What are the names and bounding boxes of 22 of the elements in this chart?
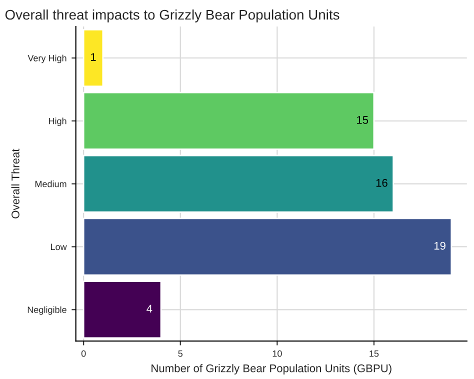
bar xyxy=(82,92,375,150)
data-label: 19 xyxy=(434,242,446,250)
bar xyxy=(82,218,452,276)
data-label: 16 xyxy=(376,178,388,187)
y-tick-label: High xyxy=(48,118,66,126)
y-axis-title: Overall Threat xyxy=(11,148,20,218)
y-tick-label: Very High xyxy=(28,54,66,64)
x-tick-label: 10 xyxy=(272,350,282,357)
data-label: 4 xyxy=(146,304,152,313)
x-tick-label: 0 xyxy=(81,350,86,357)
bar xyxy=(82,28,104,87)
chart-title: Overall threat impacts to Grizzly Bear Population Units xyxy=(5,9,340,22)
bar xyxy=(82,154,394,213)
x-axis-title: Number of Grizzly Bear Population Units (GBPU) xyxy=(152,364,392,374)
y-tick-label: Medium xyxy=(35,180,66,188)
x-tick-label: 15 xyxy=(370,350,379,357)
y-tick-label: Negligible xyxy=(28,306,66,315)
bar xyxy=(82,280,162,339)
data-label: 15 xyxy=(357,116,368,124)
data-label: 1 xyxy=(91,53,96,61)
x-tick-label: 5 xyxy=(178,350,183,357)
y-tick-label: Low xyxy=(50,244,67,250)
